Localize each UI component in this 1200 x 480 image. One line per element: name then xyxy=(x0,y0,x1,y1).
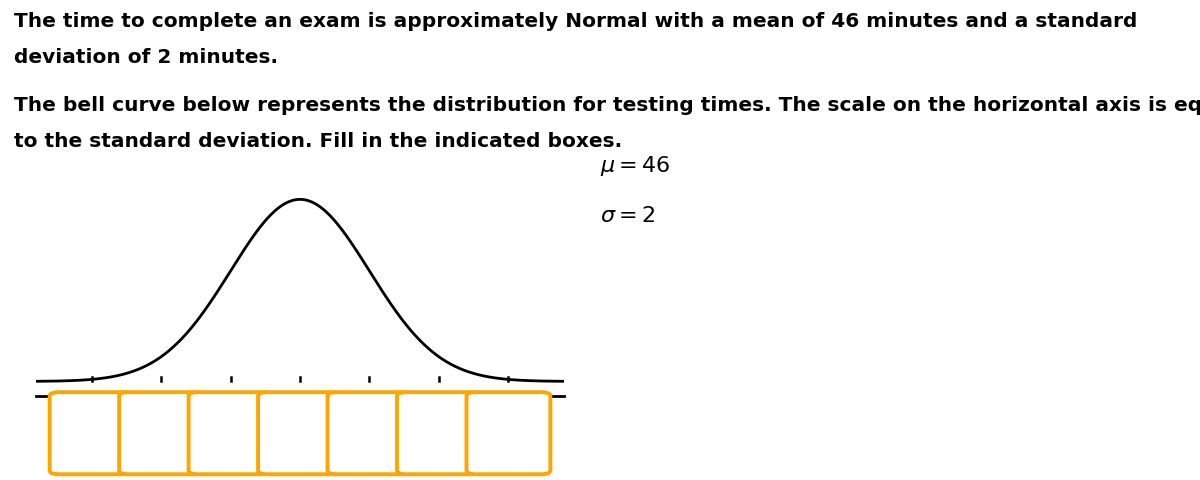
Text: $\mu-2\sigma$: $\mu-2\sigma$ xyxy=(137,395,185,414)
Text: $\mu+2\sigma$: $\mu+2\sigma$ xyxy=(415,395,463,414)
Text: to the standard deviation. Fill in the indicated boxes.: to the standard deviation. Fill in the i… xyxy=(14,132,623,151)
Text: $\mu+\sigma$: $\mu+\sigma$ xyxy=(350,395,389,411)
Text: The time to complete an exam is approximately Normal with a mean of 46 minutes a: The time to complete an exam is approxim… xyxy=(14,12,1138,31)
Text: $\mu$: $\mu$ xyxy=(294,395,306,410)
Text: $\mu = 46$: $\mu = 46$ xyxy=(600,154,671,178)
Text: $\mu+3\sigma$: $\mu+3\sigma$ xyxy=(485,395,533,414)
Text: The bell curve below represents the distribution for testing times. The scale on: The bell curve below represents the dist… xyxy=(14,96,1200,115)
Text: $\sigma = 2$: $\sigma = 2$ xyxy=(600,206,655,227)
Text: $\mu-3\sigma$: $\mu-3\sigma$ xyxy=(67,395,115,414)
Text: $\mu-\sigma$: $\mu-\sigma$ xyxy=(211,395,250,410)
Text: deviation of 2 minutes.: deviation of 2 minutes. xyxy=(14,48,278,67)
